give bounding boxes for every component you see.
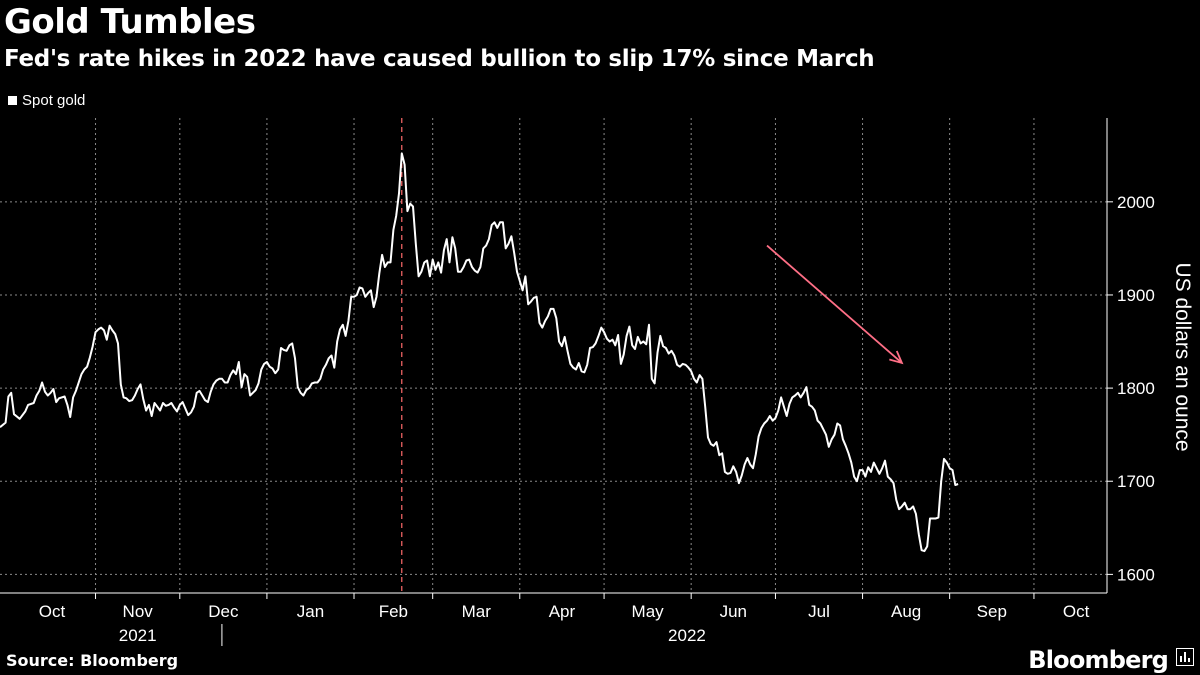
legend: Spot gold bbox=[8, 92, 85, 109]
x-tick-label: Feb bbox=[379, 602, 408, 621]
x-tick-label: May bbox=[632, 602, 665, 621]
x-tick-label: Mar bbox=[462, 602, 492, 621]
y-tick-label: 1600 bbox=[1117, 565, 1155, 584]
legend-label: Spot gold bbox=[22, 92, 86, 109]
year-label: 2021 bbox=[119, 626, 157, 645]
bloomberg-logo: Bloomberg bbox=[1028, 646, 1169, 674]
x-tick-label: Apr bbox=[549, 602, 576, 621]
x-tick-label: Dec bbox=[208, 602, 239, 621]
annotations bbox=[401, 118, 904, 593]
x-tick-label: Oct bbox=[39, 602, 66, 621]
x-axis: Oct Nov Dec Jan Feb Mar Apr May Jun Jul Aug Sep Oct 2… bbox=[0, 592, 1107, 646]
trend-arrow-head bbox=[889, 350, 904, 365]
bloomberg-terminal-icon bbox=[1176, 648, 1194, 666]
chart-subtitle: Fed's rate hikes in 2022 have caused bul… bbox=[4, 46, 875, 72]
source-note: Source: Bloomberg bbox=[6, 651, 179, 670]
y-tick-label: 1700 bbox=[1117, 472, 1155, 491]
year-label: 2022 bbox=[668, 626, 706, 645]
y-tick-label: 2000 bbox=[1117, 193, 1155, 212]
y-axis: 1600 1700 1800 1900 2000 US dollars an ounce bbox=[1106, 118, 1194, 593]
legend-swatch bbox=[8, 96, 17, 105]
series-line-spot-gold bbox=[0, 152, 959, 553]
x-tick-label: Jul bbox=[808, 602, 830, 621]
x-tick-label: Jan bbox=[297, 602, 324, 621]
chart-title: Gold Tumbles bbox=[4, 2, 256, 42]
x-tick-label: Sep bbox=[977, 602, 1007, 621]
x-tick-label: Jun bbox=[720, 602, 747, 621]
grid-lines bbox=[0, 118, 1107, 593]
series-layer bbox=[0, 152, 959, 553]
y-axis-label: US dollars an ounce bbox=[1171, 262, 1194, 451]
y-tick-label: 1900 bbox=[1117, 286, 1155, 305]
trend-arrow-shaft bbox=[766, 244, 903, 364]
x-tick-label: Aug bbox=[891, 602, 921, 621]
x-tick-label: Nov bbox=[123, 602, 154, 621]
x-tick-label: Oct bbox=[1063, 602, 1090, 621]
y-tick-label: 1800 bbox=[1117, 379, 1155, 398]
